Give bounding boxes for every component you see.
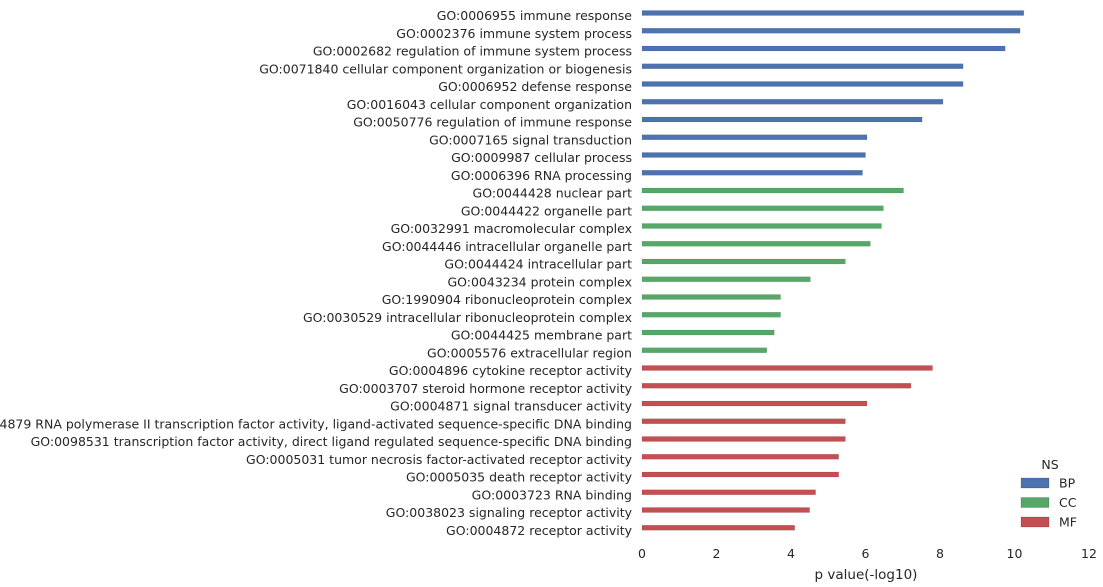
bar-mf bbox=[641, 525, 795, 531]
category-label: GO:0004871 signal transducer activity bbox=[390, 399, 632, 414]
category-label: GO:0044424 intracellular part bbox=[444, 257, 632, 272]
category-label: GO:0004872 receptor activity bbox=[446, 523, 633, 538]
x-tick-label: 10 bbox=[1007, 546, 1023, 561]
bar-cc bbox=[641, 294, 781, 300]
category-label: GO:0043234 protein complex bbox=[447, 274, 632, 289]
legend-title: NS bbox=[1041, 457, 1058, 472]
bar-bp bbox=[641, 63, 964, 69]
category-label: GO:0098531 transcription factor activity… bbox=[31, 434, 632, 449]
category-label: GO:0003707 steroid hormone receptor acti… bbox=[339, 381, 632, 396]
category-label: GO:0004879 RNA polymerase II transcripti… bbox=[0, 416, 632, 431]
category-label: GO:0003723 RNA binding bbox=[472, 487, 632, 502]
bar-cc bbox=[641, 223, 882, 229]
bar-bp bbox=[641, 152, 866, 158]
bar-cc bbox=[641, 276, 811, 282]
bar-mf bbox=[641, 454, 839, 460]
bar-cc bbox=[641, 187, 904, 194]
category-label: GO:0005576 extracellular region bbox=[427, 345, 632, 360]
category-label: GO:0032991 macromolecular complex bbox=[391, 221, 632, 236]
category-label: GO:0006952 defense response bbox=[438, 79, 632, 94]
category-label: GO:0006955 immune response bbox=[437, 8, 633, 23]
legend-label-mf: MF bbox=[1059, 515, 1077, 530]
x-tick-label: 0 bbox=[638, 546, 646, 561]
bar-mf bbox=[641, 471, 839, 478]
bar-bp bbox=[641, 116, 923, 123]
category-label: GO:0044428 nuclear part bbox=[473, 186, 633, 201]
bar-mf bbox=[641, 365, 933, 371]
legend-label-cc: CC bbox=[1059, 495, 1077, 510]
bar-cc bbox=[641, 329, 775, 336]
bar-bp bbox=[641, 28, 1021, 34]
category-label: GO:0006396 RNA processing bbox=[451, 168, 632, 183]
bar-cc bbox=[641, 312, 781, 318]
x-tick-label: 4 bbox=[787, 546, 795, 561]
bars-layer bbox=[641, 10, 1025, 531]
bar-bp bbox=[641, 81, 964, 87]
bar-cc bbox=[641, 241, 871, 247]
x-tick-label: 8 bbox=[936, 546, 944, 561]
category-label: GO:0044425 membrane part bbox=[451, 328, 632, 343]
category-label: GO:0071840 cellular component organizati… bbox=[259, 61, 632, 76]
bar-mf bbox=[641, 489, 816, 495]
legend-swatch-cc bbox=[1020, 497, 1050, 508]
category-label: GO:0050776 regulation of immune response bbox=[353, 115, 632, 130]
category-label: GO:0044422 organelle part bbox=[461, 203, 632, 218]
x-axis-title: p value(-log10) bbox=[815, 567, 918, 583]
category-label: GO:0016043 cellular component organizati… bbox=[347, 97, 632, 112]
category-label: GO:0005031 tumor necrosis factor-activat… bbox=[246, 452, 633, 467]
category-labels: GO:0006955 immune response GO:0002376 imm… bbox=[0, 8, 633, 538]
bar-bp bbox=[641, 99, 944, 105]
bar-bp bbox=[641, 45, 1006, 52]
category-label: GO:0038023 signaling receptor activity bbox=[386, 505, 633, 520]
bar-mf bbox=[641, 383, 912, 389]
category-label: GO:0009987 cellular process bbox=[451, 150, 632, 165]
bar-cc bbox=[641, 347, 768, 353]
bar-mf bbox=[641, 436, 846, 442]
legend-label-bp: BP bbox=[1059, 476, 1076, 491]
x-tick-label: 12 bbox=[1081, 546, 1097, 561]
category-label: GO:0005035 death receptor activity bbox=[406, 470, 633, 485]
bar-cc bbox=[641, 205, 884, 211]
bar-cc bbox=[641, 258, 846, 265]
category-label: GO:0044446 intracellular organelle part bbox=[382, 239, 632, 254]
x-axis: p value(-log10) 0 2 4 6 8 10 12 bbox=[638, 546, 1097, 583]
category-label: GO:0007165 signal transduction bbox=[429, 132, 632, 147]
category-label: GO:1990904 ribonucleoprotein complex bbox=[382, 292, 632, 307]
bar-mf bbox=[641, 418, 846, 424]
legend-swatch-mf bbox=[1020, 516, 1050, 528]
category-label: GO:0030529 intracellular ribonucleoprote… bbox=[303, 310, 632, 325]
category-label: GO:0002376 immune system process bbox=[396, 26, 632, 41]
bar-mf bbox=[641, 507, 810, 513]
x-tick-label: 6 bbox=[862, 546, 870, 561]
bar-mf bbox=[641, 400, 868, 407]
bar-bp bbox=[641, 134, 868, 140]
category-label: GO:0004896 cytokine receptor activity bbox=[389, 363, 633, 378]
x-tick-label: 2 bbox=[713, 546, 721, 561]
bar-bp bbox=[641, 170, 863, 176]
bar-bp bbox=[641, 10, 1025, 16]
legend: NS BP CC MF bbox=[1020, 457, 1077, 530]
legend-swatch-bp bbox=[1020, 477, 1050, 489]
category-label: GO:0002682 regulation of immune system p… bbox=[313, 44, 632, 59]
